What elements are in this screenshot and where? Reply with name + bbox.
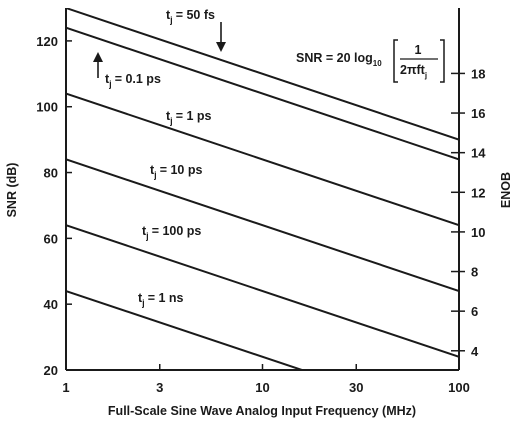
y2-tick-label: 8 [471,265,478,280]
y-tick-label: 40 [44,297,58,312]
series-label-10ps: tj = 10 ps [150,163,202,180]
series-line-4 [66,224,459,358]
series-line-0 [66,8,459,141]
y2-tick-label: 18 [471,66,485,81]
y-tick-label: 80 [44,166,58,181]
series-label-50fs: tj = 50 fs [166,8,215,25]
snr-formula: SNR = 20 log10 1 2πftj [296,39,445,83]
y2-axis-title: ENOB [499,172,513,208]
y2-tick-label: 12 [471,185,485,200]
y-axis-title: SNR (dB) [5,163,19,218]
x-tick-label: 3 [156,380,163,395]
arrow-up-icon [93,52,103,78]
series-line-1 [66,26,459,161]
svg-text:SNR = 20 log10: SNR = 20 log10 [296,51,382,68]
series-label-0.1ps: tj = 0.1 ps [105,72,161,89]
x-tick-label: 1 [62,380,69,395]
series-label-1ns: tj = 1 ns [138,291,184,308]
y2-tick-label: 6 [471,304,478,319]
series-label-100ps: tj = 100 ps [142,224,201,241]
x-tick-label: 30 [349,380,363,395]
series-line-2 [66,92,459,227]
formula-denominator: 2πftj [400,63,427,80]
formula-numerator: 1 [415,43,422,57]
y2-tick-label: 4 [471,344,479,359]
y-tick-label: 120 [36,34,58,49]
arrow-down-icon [216,22,226,52]
y-tick-label: 20 [44,363,58,378]
y-tick-label: 100 [36,100,58,115]
y2-tick-label: 16 [471,106,485,121]
series-line-5 [66,290,306,370]
series-label-1ps: tj = 1 ps [166,109,212,126]
x-tick-label: 100 [448,380,470,395]
x-tick-label: 10 [255,380,269,395]
x-axis-title: Full-Scale Sine Wave Analog Input Freque… [108,404,416,418]
formula-left-bracket [393,39,398,83]
y2-tick-label: 14 [471,146,486,161]
y2-tick-label: 10 [471,225,485,240]
formula-right-bracket [440,39,445,83]
y-tick-label: 60 [44,231,58,246]
series-line-3 [66,158,459,292]
